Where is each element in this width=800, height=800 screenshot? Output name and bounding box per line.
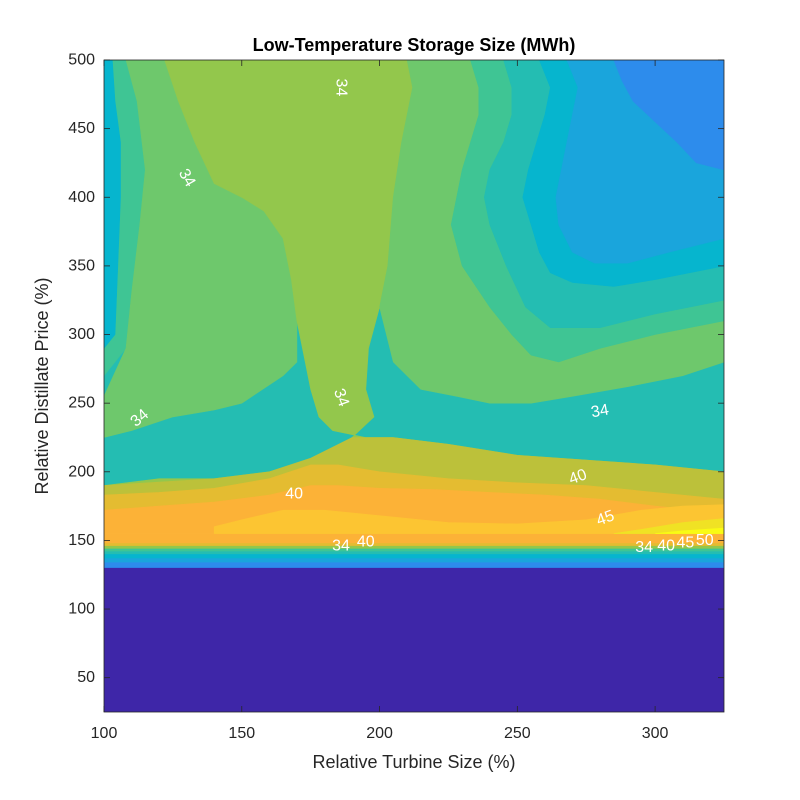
contour-label-6: 40 bbox=[567, 466, 590, 488]
contour-label-1: 34 bbox=[175, 166, 199, 190]
contour-label-13: 50 bbox=[696, 532, 714, 549]
contour-band-2 bbox=[104, 545, 724, 550]
chart-title: Low-Temperature Storage Size (MWh) bbox=[253, 35, 576, 55]
contour-label-11: 40 bbox=[657, 537, 675, 554]
contour-region-3 bbox=[104, 60, 121, 349]
y-tick-label-2: 150 bbox=[68, 532, 95, 549]
contour-band-4 bbox=[104, 551, 724, 555]
contour-band-0 bbox=[104, 533, 724, 544]
regions-layer bbox=[104, 60, 724, 534]
contour-band-7 bbox=[104, 562, 724, 569]
contour-region-14 bbox=[213, 504, 724, 534]
x-tick-label-3: 250 bbox=[504, 725, 531, 742]
x-tick-label-0: 100 bbox=[91, 725, 118, 742]
plot-area bbox=[104, 60, 724, 712]
bands-layer bbox=[104, 533, 724, 712]
y-tick-label-9: 500 bbox=[68, 52, 95, 69]
contour-band-8 bbox=[104, 567, 724, 712]
contour-band-5 bbox=[104, 554, 724, 559]
contour-label-2: 34 bbox=[330, 386, 352, 409]
x-axis-title: Relative Turbine Size (%) bbox=[312, 752, 515, 772]
y-tick-label-8: 450 bbox=[68, 120, 95, 137]
contour-region-16 bbox=[655, 527, 724, 534]
y-axis: 50 100 150 200 250 300 350 400 450 500 bbox=[68, 52, 724, 686]
contour-band-1 bbox=[104, 543, 724, 547]
contour-label-0: 34 bbox=[332, 79, 349, 97]
y-tick-label-4: 250 bbox=[68, 395, 95, 412]
contour-region-10 bbox=[613, 60, 724, 171]
contour-band-3 bbox=[104, 548, 724, 552]
x-axis: 100 150 200 250 300 bbox=[91, 60, 669, 742]
y-tick-label-0: 50 bbox=[77, 669, 95, 686]
x-tick-label-4: 300 bbox=[642, 725, 669, 742]
contour-label-8: 34 bbox=[332, 537, 350, 554]
contour-label-9: 40 bbox=[357, 533, 375, 550]
plot-frame bbox=[103, 59, 725, 713]
contour-label-10: 34 bbox=[635, 539, 653, 556]
y-tick-label-3: 200 bbox=[68, 463, 95, 480]
contour-band-6 bbox=[104, 558, 724, 563]
contour-label-4: 34 bbox=[590, 401, 611, 421]
y-tick-label-7: 400 bbox=[68, 189, 95, 206]
x-tick-label-1: 150 bbox=[228, 725, 255, 742]
y-tick-label-1: 100 bbox=[68, 601, 95, 618]
contour-label-12: 45 bbox=[677, 535, 695, 552]
x-tick-label-2: 200 bbox=[366, 725, 393, 742]
y-tick-label-5: 300 bbox=[68, 326, 95, 343]
y-tick-label-6: 350 bbox=[68, 257, 95, 274]
contour-label-7: 45 bbox=[594, 507, 617, 529]
contour-label-5: 40 bbox=[285, 485, 303, 502]
y-axis-title: Relative Distillate Price (%) bbox=[32, 277, 52, 494]
